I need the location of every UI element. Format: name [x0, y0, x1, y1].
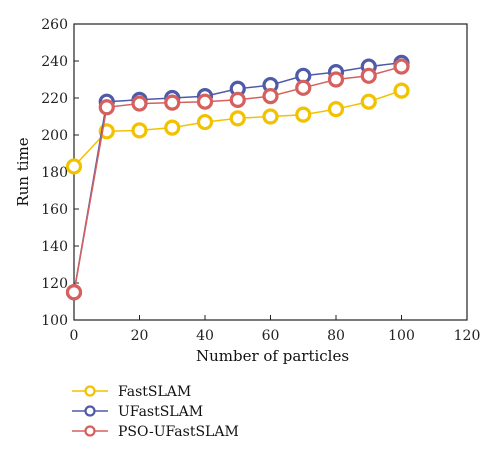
y-tick-label: 100	[41, 313, 68, 329]
y-tick-label: 260	[41, 17, 68, 33]
legend-marker	[84, 425, 96, 437]
data-point	[164, 94, 181, 111]
x-tick-label: 0	[70, 328, 79, 344]
data-point	[229, 91, 246, 108]
data-point	[393, 82, 410, 99]
series-pso-ufastslam	[65, 58, 410, 301]
data-point	[262, 108, 279, 125]
y-tick-label: 220	[41, 91, 68, 107]
data-point	[164, 119, 181, 136]
x-tick-label: 40	[196, 328, 214, 344]
legend-marker	[84, 385, 96, 397]
data-point	[262, 88, 279, 105]
legend-item: UFastSLAM	[72, 404, 203, 420]
data-point	[196, 93, 214, 110]
data-point	[229, 110, 246, 127]
data-point	[393, 58, 410, 75]
x-tick-label: 100	[388, 328, 415, 344]
data-point	[295, 106, 312, 123]
y-tick-label: 240	[41, 54, 68, 70]
y-tick-label: 140	[41, 239, 68, 255]
y-axis-title: Run time	[14, 137, 32, 206]
legend-item: FastSLAM	[72, 384, 191, 400]
legend-item: PSO-UFastSLAM	[72, 424, 239, 440]
data-point	[98, 99, 115, 116]
data-point	[65, 284, 83, 301]
x-tick-label: 60	[262, 328, 280, 344]
data-point	[196, 113, 214, 131]
y-tick-label: 200	[41, 128, 68, 144]
series-fastslam	[65, 82, 410, 175]
data-point	[65, 158, 83, 175]
legend-marker	[84, 405, 96, 417]
data-point	[295, 79, 312, 96]
legend-label: UFastSLAM	[118, 404, 203, 420]
x-tick-label: 20	[131, 328, 149, 344]
data-point	[131, 122, 148, 139]
series-layer	[65, 54, 410, 301]
data-point	[327, 71, 345, 88]
legend-label: FastSLAM	[118, 384, 191, 400]
x-axis-title: Number of particles	[196, 347, 349, 365]
legend-label: PSO-UFastSLAM	[118, 424, 239, 440]
x-tick-label: 80	[327, 328, 345, 344]
x-tick-label: 120	[454, 328, 481, 344]
y-tick-label: 180	[41, 165, 68, 181]
axes: 0 20 40 60 80 100 120 100 120 140 160 180 200 220 240 2…	[14, 17, 480, 365]
data-point	[131, 95, 148, 112]
y-tick-label: 120	[41, 276, 68, 292]
data-point	[360, 67, 377, 84]
legend: FastSLAM UFastSLAM PSO-UFastSLAM	[72, 384, 239, 440]
data-point	[360, 93, 377, 110]
data-point	[327, 100, 345, 118]
y-tick-label: 160	[41, 202, 68, 218]
